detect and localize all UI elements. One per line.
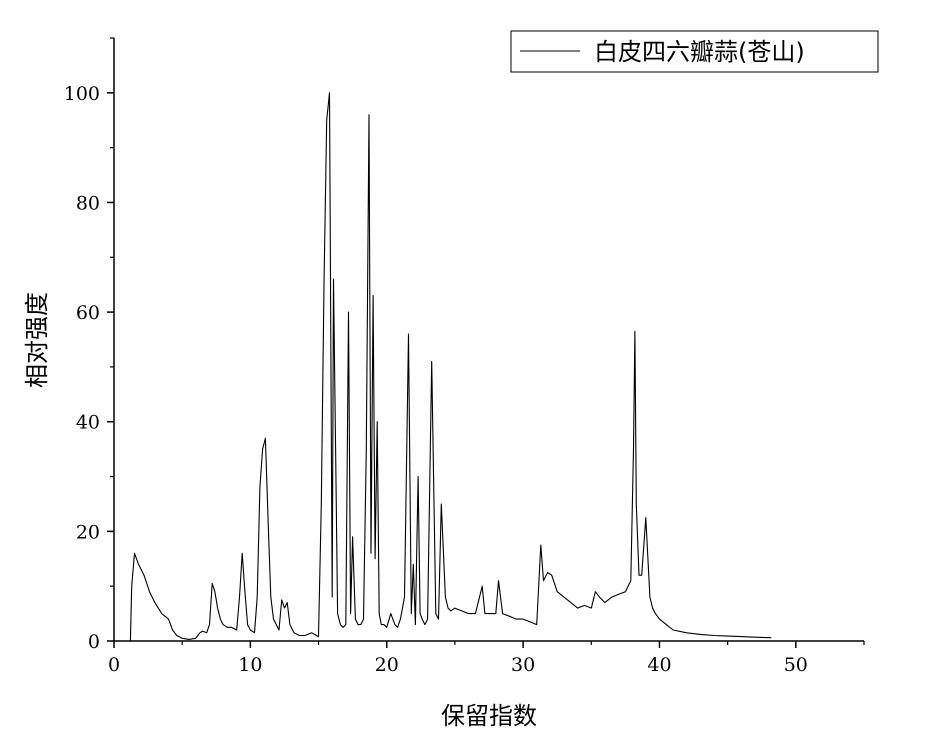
y-tick-label: 60 [76, 302, 100, 324]
x-tick-label: 20 [375, 654, 399, 676]
x-ticks: 0 10 20 30 40 50 [108, 641, 865, 676]
y-tick-label: 40 [76, 412, 100, 434]
x-tick-label: 10 [238, 654, 262, 676]
y-tick-label: 80 [76, 192, 100, 214]
y-tick-label: 20 [76, 521, 100, 543]
legend-label: 白皮四六瓣蒜(苍山) [594, 38, 805, 66]
x-tick-label: 50 [784, 654, 808, 676]
axes [113, 38, 864, 642]
x-tick-label: 40 [647, 654, 671, 676]
y-axis-title: 相对强度 [23, 292, 51, 388]
series-line [129, 92, 772, 642]
x-tick-label: 0 [108, 654, 120, 676]
y-tick-label: 0 [88, 631, 100, 653]
x-tick-label: 30 [511, 654, 535, 676]
y-tick-label: 100 [64, 83, 100, 105]
y-ticks: 0 20 40 60 80 100 [64, 37, 114, 653]
legend: 白皮四六瓣蒜(苍山) [510, 30, 879, 73]
x-axis-title: 保留指数 [441, 702, 537, 730]
